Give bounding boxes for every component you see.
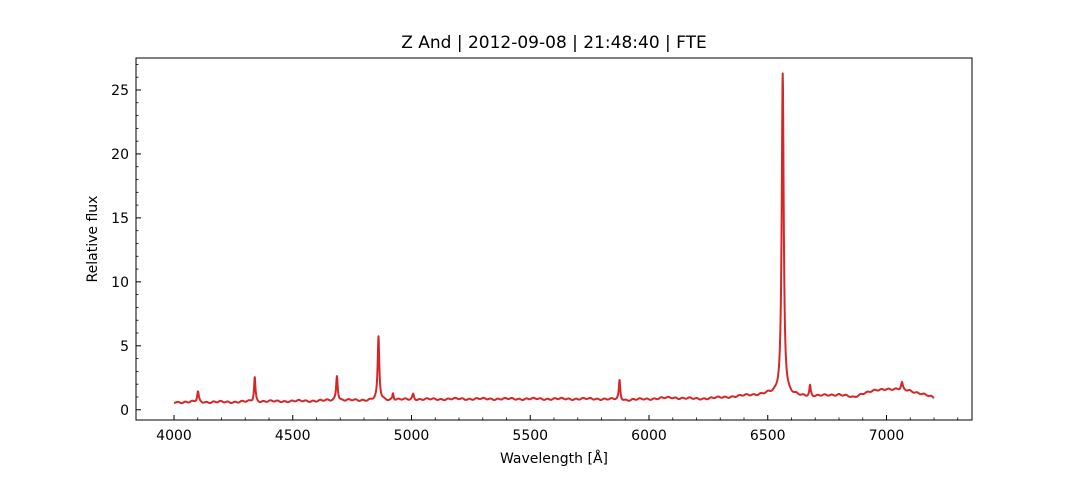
y-axis-title: Relative flux [85,196,101,283]
x-axis: 4000 4500 5000 5500 6000 6500 7000 [156,415,959,444]
y-tick-label-2: 10 [111,275,129,291]
plot-frame [135,57,973,421]
y-tick-label-0: 0 [120,403,129,419]
x-tick-label-3: 5500 [512,428,548,444]
y-tick-label-1: 5 [120,339,129,355]
x-tick-label-4: 6000 [631,428,667,444]
x-axis-title: Wavelength [Å] [500,450,608,467]
x-tick-label-0: 4000 [156,428,192,444]
y-axis: 0 5 10 15 20 25 [111,63,141,419]
y-tick-label-3: 15 [111,211,129,227]
x-tick-label-5: 6500 [750,428,786,444]
chart-title: Z And | 2012-09-08 | 21:48:40 | FTE [401,33,707,53]
plot-area [173,72,935,405]
x-tick-label-1: 4500 [275,428,311,444]
x-tick-label-6: 7000 [869,428,905,444]
y-tick-label-4: 20 [111,147,129,163]
spectrum-line [173,72,935,405]
x-tick-label-2: 5000 [394,428,430,444]
y-tick-label-5: 25 [111,83,129,99]
